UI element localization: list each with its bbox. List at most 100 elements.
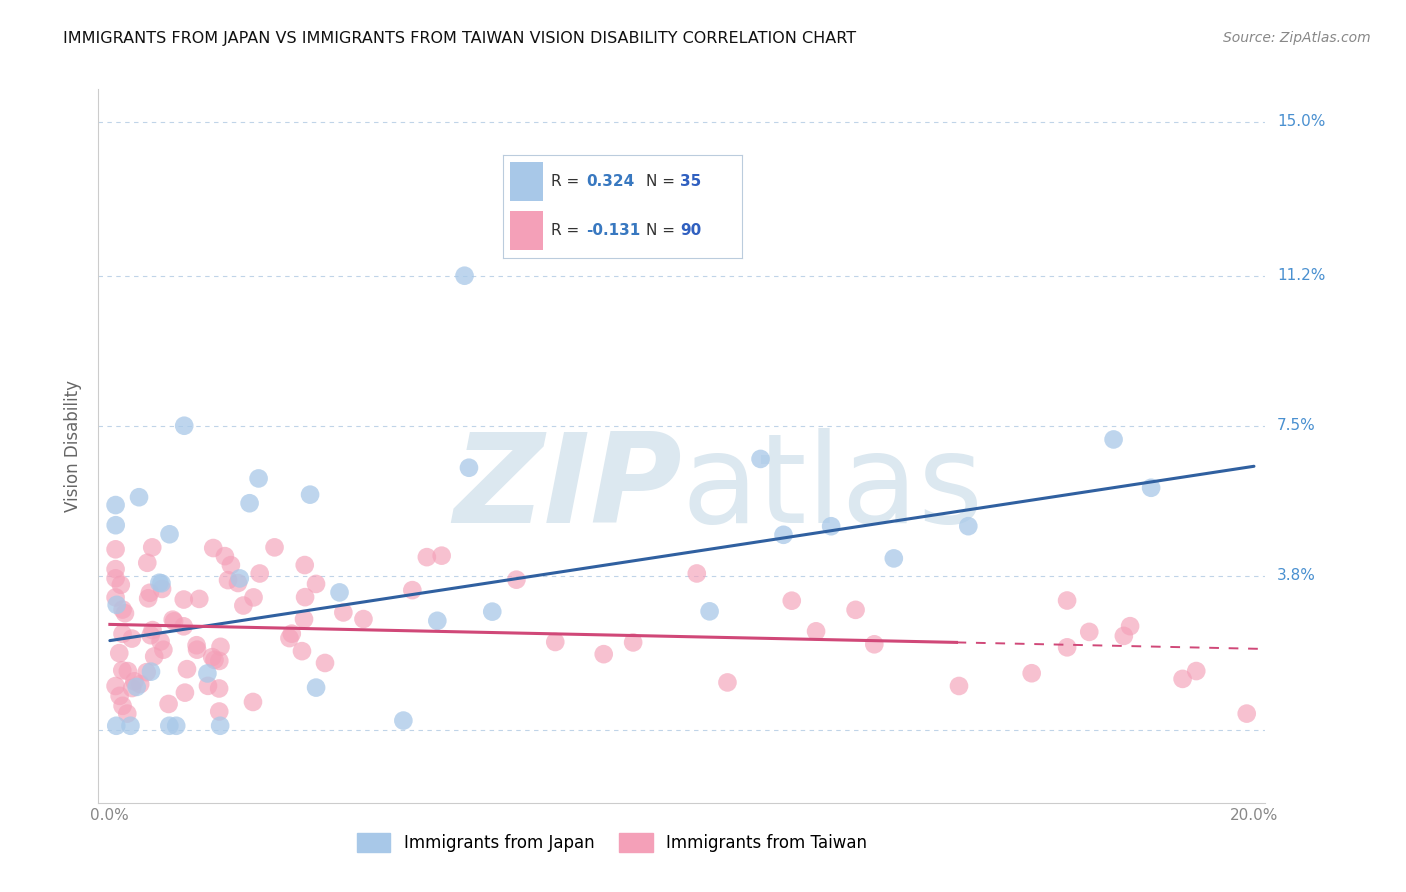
Point — [1140, 481, 1163, 495]
Point — [481, 605, 503, 619]
Point — [117, 664, 139, 678]
Point — [139, 628, 162, 642]
Point — [149, 634, 172, 648]
Point — [1185, 664, 1208, 678]
Point — [108, 689, 131, 703]
Text: ZIP: ZIP — [453, 428, 682, 549]
Point — [150, 576, 173, 591]
Point — [505, 573, 527, 587]
Point — [1102, 433, 1125, 447]
Point — [121, 681, 143, 695]
Point — [197, 666, 219, 681]
Point — [239, 496, 262, 510]
Point — [820, 519, 842, 533]
Point — [201, 650, 224, 665]
Point — [294, 590, 316, 604]
Point — [686, 566, 709, 581]
Point — [208, 681, 231, 696]
Point — [592, 647, 614, 661]
Point — [173, 619, 195, 633]
Point — [186, 642, 208, 657]
Text: N =: N = — [647, 175, 681, 189]
Bar — [510, 162, 543, 202]
Point — [143, 649, 166, 664]
Point — [176, 662, 198, 676]
Point — [135, 665, 157, 680]
Point — [108, 646, 131, 660]
Point — [314, 656, 336, 670]
Text: atlas: atlas — [682, 428, 984, 549]
Point — [150, 582, 173, 596]
Text: IMMIGRANTS FROM JAPAN VS IMMIGRANTS FROM TAIWAN VISION DISABILITY CORRELATION CH: IMMIGRANTS FROM JAPAN VS IMMIGRANTS FROM… — [63, 31, 856, 46]
Point — [249, 566, 271, 581]
Point — [804, 624, 827, 639]
Point — [416, 550, 439, 565]
Point — [152, 642, 174, 657]
Point — [1056, 640, 1078, 655]
Point — [104, 591, 127, 605]
Point — [1112, 629, 1135, 643]
Point — [208, 705, 231, 719]
Point — [105, 598, 128, 612]
Point — [226, 576, 249, 591]
Point — [159, 527, 181, 541]
Point — [129, 677, 152, 691]
Bar — [510, 211, 543, 250]
Point — [111, 627, 134, 641]
Point — [157, 719, 180, 733]
Text: -0.131: -0.131 — [586, 223, 641, 238]
Point — [136, 556, 159, 570]
Point — [165, 719, 187, 733]
Point — [263, 541, 285, 555]
Point — [1236, 706, 1258, 721]
Text: Source: ZipAtlas.com: Source: ZipAtlas.com — [1223, 31, 1371, 45]
Point — [458, 460, 481, 475]
Point — [104, 679, 127, 693]
Point — [883, 551, 905, 566]
Point — [716, 675, 738, 690]
Point — [863, 637, 886, 651]
Point — [139, 665, 162, 679]
Point — [204, 653, 226, 667]
Point — [305, 577, 328, 591]
Point — [209, 640, 232, 654]
Point — [141, 541, 163, 555]
Point — [332, 606, 354, 620]
Point — [162, 613, 184, 627]
Point — [188, 591, 211, 606]
Point — [111, 602, 134, 616]
Point — [1171, 672, 1194, 686]
Point — [229, 571, 252, 585]
Text: 35: 35 — [681, 175, 702, 189]
Point — [453, 268, 475, 283]
Text: 0.324: 0.324 — [586, 175, 634, 189]
Point — [128, 490, 150, 504]
Point — [173, 592, 195, 607]
Point — [111, 698, 134, 713]
Text: N =: N = — [647, 223, 681, 238]
Point — [328, 585, 350, 599]
Point — [104, 518, 127, 533]
Point — [125, 680, 148, 694]
Point — [1056, 593, 1078, 607]
Point — [202, 541, 225, 555]
Point — [948, 679, 970, 693]
Text: R =: R = — [551, 223, 583, 238]
Text: 90: 90 — [681, 223, 702, 238]
Point — [197, 679, 219, 693]
Point — [426, 614, 449, 628]
Y-axis label: Vision Disability: Vision Disability — [65, 380, 83, 512]
Point — [430, 549, 453, 563]
Point — [1119, 619, 1142, 633]
Point — [1021, 666, 1043, 681]
Point — [124, 674, 146, 689]
Point — [148, 575, 170, 590]
Text: 15.0%: 15.0% — [1277, 114, 1326, 129]
Point — [1078, 624, 1101, 639]
Point — [232, 599, 254, 613]
Point — [291, 644, 314, 658]
Text: 3.8%: 3.8% — [1277, 568, 1316, 583]
Point — [157, 697, 180, 711]
Point — [104, 562, 127, 576]
Point — [292, 612, 315, 626]
